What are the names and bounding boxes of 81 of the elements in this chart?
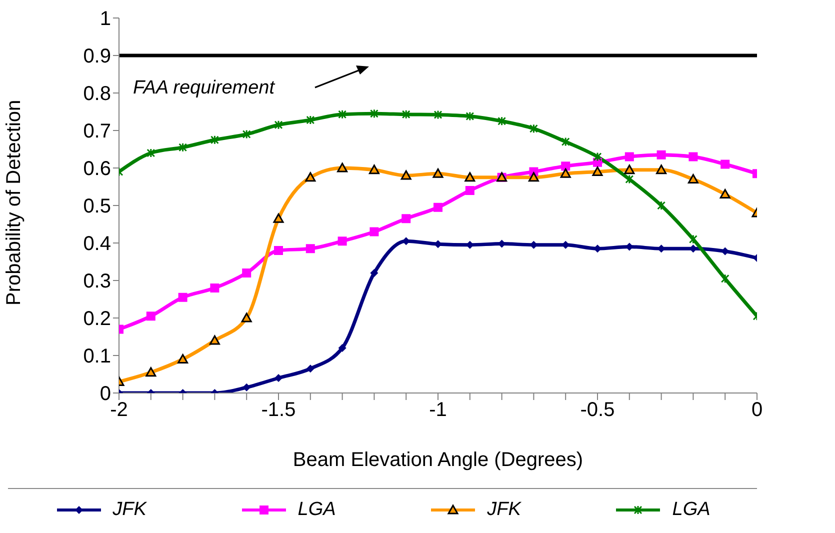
point bbox=[466, 112, 474, 121]
y-tick-label: 0.1 bbox=[83, 346, 111, 368]
point bbox=[370, 108, 378, 118]
y-tick-label: 0.7 bbox=[83, 120, 111, 143]
point bbox=[210, 135, 219, 145]
y-tick-label: 0.5 bbox=[83, 196, 111, 218]
x-tick-label: -1 bbox=[429, 399, 447, 422]
point bbox=[338, 236, 347, 246]
point bbox=[306, 115, 315, 125]
point bbox=[720, 274, 730, 284]
point bbox=[624, 164, 635, 174]
x-tick-label: -2 bbox=[110, 399, 128, 422]
point bbox=[305, 172, 316, 182]
point bbox=[370, 269, 378, 277]
point bbox=[688, 174, 698, 184]
point bbox=[274, 246, 283, 255]
point bbox=[400, 170, 412, 180]
x-tick-label: 0 bbox=[751, 399, 763, 422]
point bbox=[306, 244, 315, 254]
point bbox=[720, 189, 730, 198]
y-tick-label: 0.6 bbox=[83, 158, 111, 180]
y-tick-label: 1 bbox=[100, 8, 111, 30]
point bbox=[368, 164, 380, 174]
legend-label: JFK bbox=[112, 499, 146, 521]
point bbox=[529, 124, 538, 134]
x-tick-label: -0.5 bbox=[580, 399, 615, 422]
point bbox=[242, 383, 251, 392]
x-tick-label: -1.5 bbox=[261, 399, 296, 422]
point bbox=[561, 137, 570, 146]
point bbox=[273, 213, 284, 223]
point bbox=[465, 186, 474, 195]
y-tick-label: 0.4 bbox=[83, 233, 111, 256]
y-axis-title: Probability of Detection bbox=[3, 100, 26, 306]
y-tick-label: 0 bbox=[100, 383, 111, 406]
y-tick-label: 0.9 bbox=[83, 46, 111, 68]
point bbox=[241, 312, 252, 322]
point bbox=[242, 268, 252, 278]
point bbox=[274, 120, 283, 130]
point bbox=[688, 234, 698, 244]
point bbox=[657, 200, 666, 210]
point bbox=[146, 148, 156, 158]
point bbox=[625, 174, 634, 184]
point bbox=[624, 152, 634, 162]
point bbox=[337, 162, 348, 172]
point bbox=[242, 130, 251, 139]
point bbox=[528, 172, 539, 182]
point bbox=[432, 168, 444, 178]
legend-label: JFK bbox=[486, 499, 521, 521]
point bbox=[209, 335, 220, 345]
point bbox=[656, 150, 666, 160]
point bbox=[370, 227, 379, 236]
point bbox=[146, 367, 156, 377]
point bbox=[434, 110, 442, 120]
point bbox=[338, 110, 347, 120]
point bbox=[592, 166, 603, 176]
y-tick-label: 0.2 bbox=[83, 308, 111, 330]
point bbox=[560, 168, 571, 178]
point bbox=[178, 142, 188, 152]
point bbox=[688, 152, 698, 162]
point bbox=[402, 214, 411, 224]
legend-label: LGA bbox=[296, 499, 336, 521]
point bbox=[498, 116, 506, 126]
legend-label: LGA bbox=[671, 499, 710, 521]
point bbox=[593, 152, 602, 162]
x-axis-title: Beam Elevation Angle (Degrees) bbox=[292, 449, 584, 471]
point bbox=[146, 312, 156, 321]
point bbox=[178, 292, 188, 302]
point bbox=[274, 374, 282, 382]
y-tick-label: 0.8 bbox=[83, 83, 111, 106]
point bbox=[402, 110, 410, 120]
point bbox=[464, 172, 476, 182]
point bbox=[561, 162, 570, 171]
point bbox=[306, 364, 314, 373]
point bbox=[720, 160, 730, 169]
y-tick-label: 0.3 bbox=[83, 270, 111, 293]
point bbox=[656, 164, 667, 174]
point bbox=[434, 202, 442, 212]
point bbox=[178, 354, 188, 364]
point bbox=[210, 284, 220, 292]
ref-line-label: FAA requirement bbox=[133, 78, 276, 98]
point bbox=[338, 344, 346, 352]
